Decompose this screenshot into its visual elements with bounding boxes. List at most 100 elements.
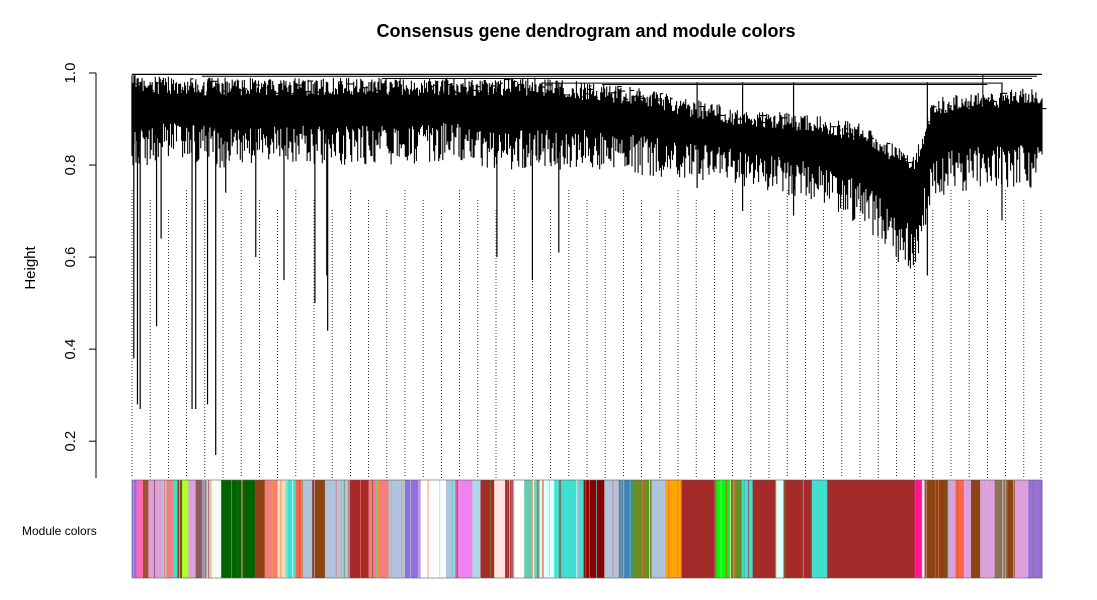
module-color-stripe: [537, 480, 539, 578]
module-color-stripe: [1005, 480, 1006, 578]
module-color-segment: [277, 480, 286, 578]
module-color-stripe: [203, 480, 205, 578]
module-color-stripe: [576, 480, 578, 578]
module-color-segment: [665, 480, 682, 578]
module-color-stripe: [513, 480, 515, 578]
module-color-stripe: [375, 480, 377, 578]
module-color-segment: [1014, 480, 1029, 578]
module-color-stripe: [409, 480, 411, 578]
module-color-stripe: [730, 480, 732, 578]
module-color-bar-border: [131, 479, 1043, 579]
module-color-segment: [963, 480, 972, 578]
module-color-stripe: [641, 480, 643, 578]
module-color-stripe: [206, 480, 208, 578]
module-color-stripe: [542, 480, 544, 578]
y-tick-label: 0.4: [62, 339, 79, 360]
module-color-segment: [914, 480, 923, 578]
module-color-stripe: [256, 480, 258, 578]
module-color-stripe: [585, 480, 587, 578]
module-color-segment: [730, 480, 742, 578]
module-colors-label: Module colors: [22, 524, 97, 538]
module-color-stripe: [986, 480, 988, 578]
module-color-stripe: [1001, 480, 1003, 578]
module-color-segment: [455, 480, 473, 578]
module-color-segment: [494, 480, 506, 578]
module-color-segment: [254, 480, 266, 578]
module-color-stripe: [947, 480, 949, 578]
module-color-segment: [136, 480, 144, 578]
y-tick-label: 0.6: [62, 247, 79, 268]
module-color-stripe: [418, 480, 420, 578]
module-color-stripe: [452, 480, 453, 578]
module-color-stripe: [532, 480, 534, 578]
module-color-segment: [303, 480, 313, 578]
module-color-segment: [681, 480, 699, 578]
module-color-segment: [752, 480, 776, 578]
y-axis-label: Height: [22, 245, 39, 289]
module-color-stripe: [726, 480, 727, 578]
module-color-stripe: [743, 480, 745, 578]
dendrogram-branch-lines: [131, 75, 1047, 269]
module-color-stripe: [314, 480, 315, 578]
module-color-stripe: [287, 480, 288, 578]
dendrogram-branches: [131, 75, 1047, 269]
module-color-stripe: [231, 480, 233, 578]
module-color-segment: [783, 480, 813, 578]
module-color-stripe: [343, 480, 345, 578]
module-color-segment: [741, 480, 753, 578]
y-tick-label: 0.2: [62, 431, 79, 452]
module-color-stripe: [427, 480, 429, 578]
module-color-stripe: [459, 480, 461, 578]
module-color-stripe: [237, 480, 238, 578]
module-color-segment: [420, 480, 433, 578]
module-color-segment: [618, 480, 633, 578]
module-color-stripe: [1002, 480, 1004, 578]
module-color-stripe: [1033, 480, 1035, 578]
module-color-stripe: [560, 480, 562, 578]
module-color-stripe: [731, 480, 733, 578]
module-color-stripe: [612, 480, 614, 578]
module-color-stripe: [1017, 480, 1018, 578]
module-color-stripe: [280, 480, 282, 578]
module-color-segment: [716, 480, 732, 578]
module-color-stripe: [732, 480, 734, 578]
module-color-segment: [132, 480, 137, 578]
module-color-stripe: [549, 480, 550, 578]
module-color-segment: [472, 480, 481, 578]
module-color-segment: [348, 480, 369, 578]
dendrogram-deep-leaves: [131, 82, 1003, 455]
module-color-stripe: [964, 480, 966, 578]
module-color-segment: [142, 480, 149, 578]
module-color-stripe: [372, 480, 374, 578]
module-color-segment: [172, 480, 178, 578]
module-color-stripe: [734, 480, 736, 578]
module-color-stripe: [509, 480, 511, 578]
module-color-stripe: [623, 480, 625, 578]
module-color-stripe: [620, 480, 622, 578]
module-color-segment: [182, 480, 189, 578]
module-color-stripe: [158, 480, 160, 578]
module-color-stripe: [925, 480, 927, 578]
module-color-stripe: [589, 480, 590, 578]
module-color-segment: [284, 480, 297, 578]
module-color-stripe: [490, 480, 491, 578]
module-color-stripe: [264, 480, 266, 578]
module-color-stripe: [629, 480, 631, 578]
module-color-segment: [827, 480, 915, 578]
module-color-stripe: [390, 480, 392, 578]
module-color-stripe: [439, 480, 441, 578]
module-color-stripe: [202, 480, 204, 578]
module-color-segment: [221, 480, 256, 578]
module-color-stripe: [1032, 480, 1034, 578]
module-color-stripe: [511, 480, 513, 578]
module-color-stripe: [596, 480, 597, 578]
module-color-stripe: [938, 480, 940, 578]
module-color-stripe: [680, 480, 682, 578]
module-color-bar: [131, 479, 1043, 579]
module-color-stripe: [784, 480, 786, 578]
module-color-segment: [994, 480, 1008, 578]
module-color-stripe: [294, 480, 296, 578]
module-color-segment: [432, 480, 447, 578]
module-color-stripe: [507, 480, 508, 578]
